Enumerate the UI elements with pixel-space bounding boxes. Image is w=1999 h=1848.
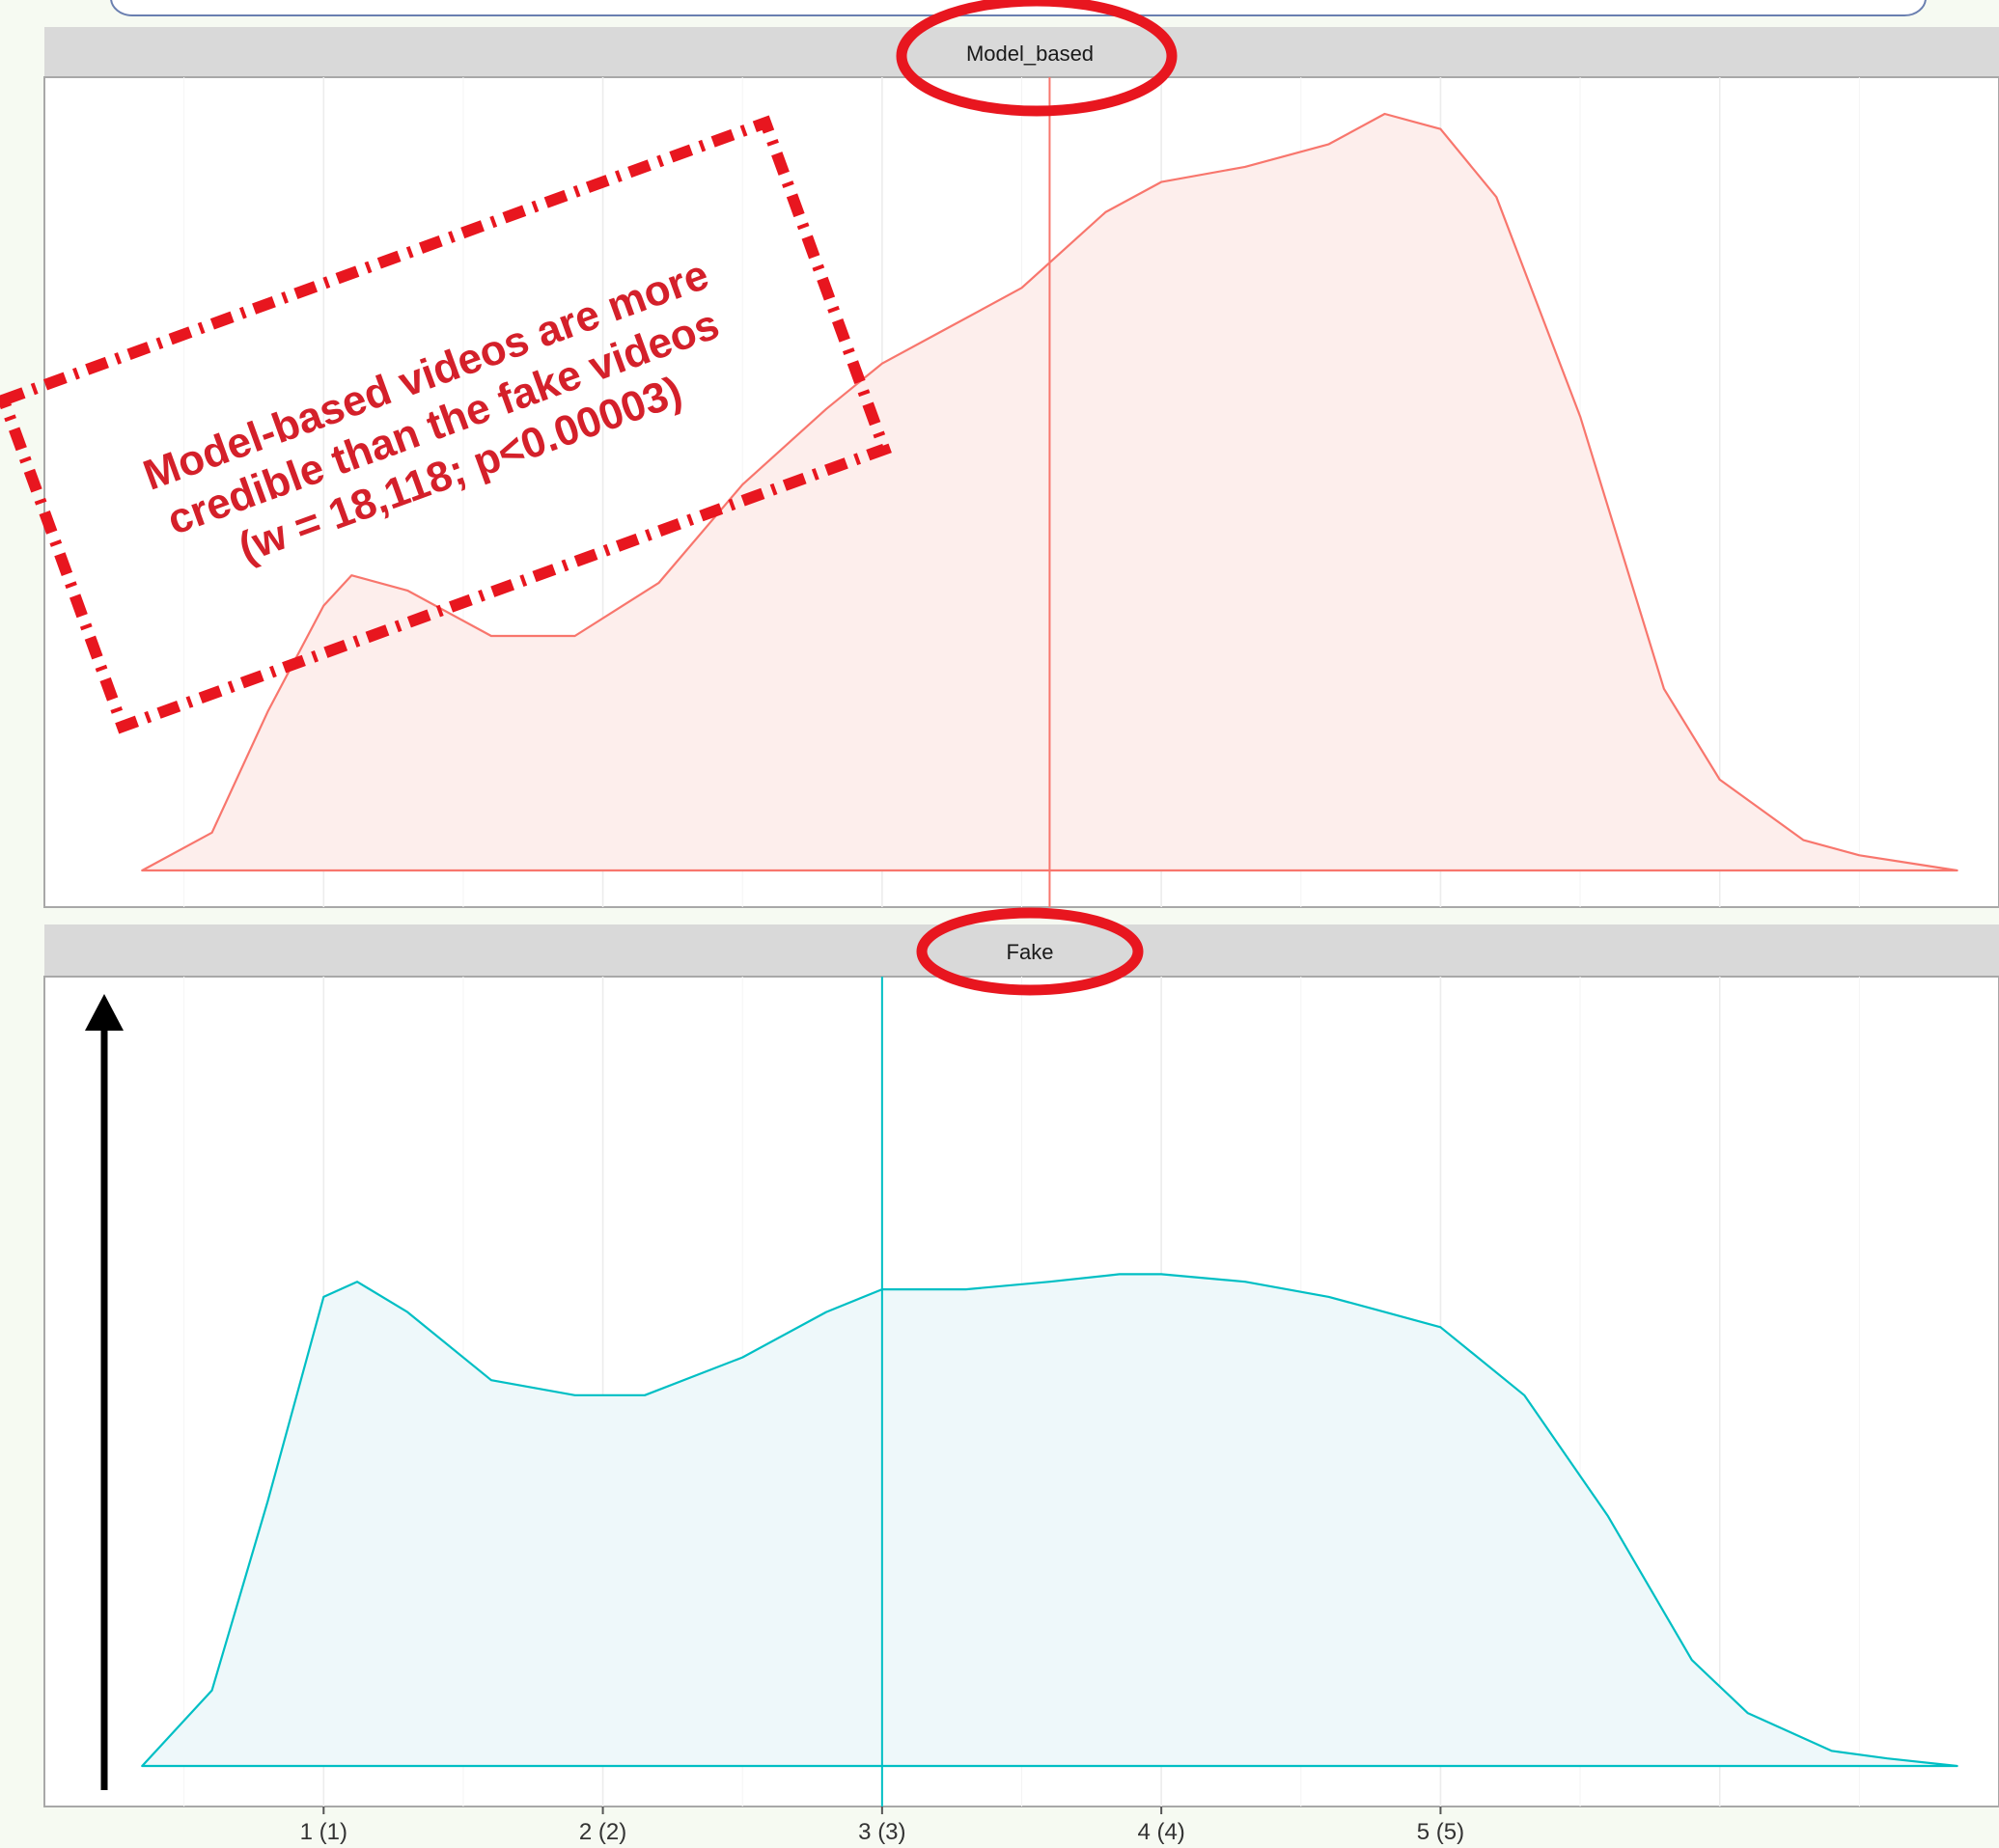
annotation-dashed-border xyxy=(0,115,892,734)
x-tick-label: 1 (1) xyxy=(300,1819,347,1845)
top-frame-fragment xyxy=(110,0,1927,16)
x-tick-label: 4 (4) xyxy=(1137,1819,1184,1845)
x-tick-label: 3 (3) xyxy=(858,1819,905,1845)
strip-label-fake: Fake xyxy=(1007,940,1054,964)
x-tick-label: 5 (5) xyxy=(1417,1819,1464,1845)
x-tick-label: 2 (2) xyxy=(579,1819,626,1845)
highlight-ellipse-fake xyxy=(916,907,1144,996)
highlight-ellipse-model-based xyxy=(896,0,1178,117)
panel-model-based: Model_based xyxy=(43,27,1999,908)
strip-model-based xyxy=(44,27,1999,77)
panel-fake: Fake xyxy=(43,924,1999,1807)
x-axis-ticks: 1 (1) 2 (2) 3 (3) 4 (4) 5 (5) xyxy=(300,1807,1464,1845)
up-arrow-icon xyxy=(85,994,124,1790)
strip-fake xyxy=(44,924,1999,977)
density-area-fake xyxy=(141,1273,1958,1768)
strip-label-model-based: Model_based xyxy=(966,41,1094,66)
